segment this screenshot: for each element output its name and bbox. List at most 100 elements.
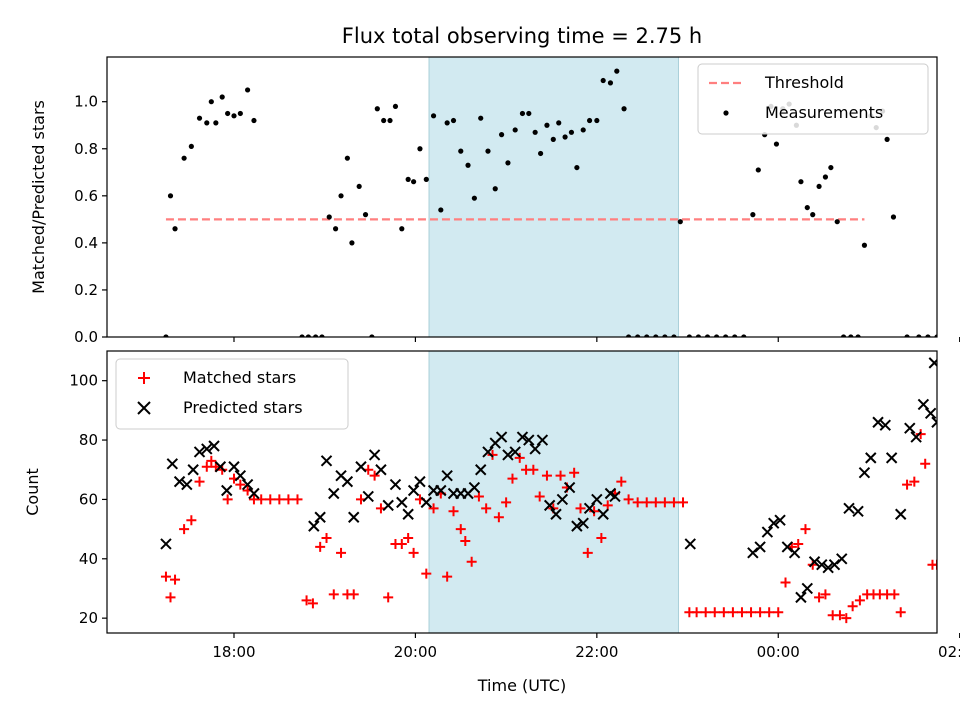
legend-label: Measurements (765, 103, 883, 122)
matched-star-marker (265, 494, 276, 505)
predicted-star-marker (556, 493, 569, 506)
matched-star-marker (736, 607, 747, 618)
predicted-star-marker (917, 398, 930, 411)
measurement-point (904, 334, 910, 337)
measurement-point (471, 195, 477, 201)
measurement-point (392, 103, 399, 110)
matched-star-marker (534, 491, 545, 502)
measurement-point (816, 183, 822, 190)
measurement-point (344, 155, 350, 161)
matched-star-marker (854, 595, 865, 606)
measurement-point (840, 334, 847, 337)
matched-star-marker (487, 449, 498, 460)
predicted-star-marker (201, 443, 213, 455)
predicted-star-marker (362, 490, 374, 503)
chart-title: Flux total observing time = 2.75 h (342, 24, 702, 48)
matched-star-marker (283, 494, 294, 505)
matched-star-marker (582, 547, 593, 558)
measurement-point (635, 334, 641, 337)
measurement-point (671, 334, 677, 337)
matched-star-marker (909, 476, 920, 487)
matched-star-marker (408, 547, 419, 558)
predicted-star-marker (904, 422, 916, 434)
predicted-star-marker (355, 461, 367, 473)
measurement-point (550, 136, 556, 142)
predicted-star-marker (314, 511, 326, 523)
count-panel: 2040608010018:0020:0022:0000:0002:0004:0… (69, 350, 960, 661)
measurement-point (305, 334, 311, 337)
measurement-point (204, 120, 210, 126)
matched-star-marker (569, 467, 580, 478)
measurement-point (338, 193, 344, 199)
x-axis-label: Time (UTC) (477, 676, 566, 695)
predicted-star-marker (885, 452, 898, 464)
measurement-point (219, 94, 225, 100)
matched-star-marker (709, 607, 720, 618)
measurement-point (677, 219, 683, 225)
measurement-point (374, 106, 380, 112)
predicted-star-marker (193, 446, 206, 458)
top-y-axis-label: Matched/Predicted stars (29, 100, 48, 294)
measurement-point (465, 162, 471, 168)
measurement-point (741, 334, 747, 337)
predicted-star-marker (852, 505, 864, 518)
predicted-star-marker (181, 478, 193, 491)
predicted-star-marker (550, 508, 562, 520)
matched-star-marker (920, 458, 931, 469)
y-tick-label: 40 (79, 550, 98, 568)
measurement-point (181, 155, 187, 161)
matched-star-marker (668, 497, 679, 508)
legend-box (115, 358, 349, 430)
predicted-star-marker (768, 517, 780, 529)
matched-star-marker (528, 464, 539, 475)
measurement-point (732, 334, 738, 337)
measurement-point (750, 212, 756, 218)
predicted-star-marker (910, 431, 922, 443)
y-tick-label: 0.8 (74, 140, 98, 158)
predicted-star-marker (774, 514, 786, 526)
predicted-star-marker (529, 443, 541, 455)
measurement-point (586, 117, 593, 124)
measurement-point (848, 334, 854, 337)
matched-star-marker (820, 589, 831, 600)
measurement-point (349, 240, 355, 246)
matched-star-marker (274, 494, 285, 505)
predicted-star-marker (583, 502, 596, 515)
measurement-point (861, 242, 868, 248)
measurement-point (526, 110, 532, 117)
predicted-star-marker (482, 446, 494, 458)
measurement-point (326, 214, 332, 220)
matched-star-marker (201, 461, 212, 472)
matched-star-marker (589, 506, 600, 517)
measurement-point (450, 117, 457, 124)
predicted-star-marker (402, 508, 414, 520)
predicted-star-marker (822, 561, 834, 574)
predicted-star-marker (407, 484, 420, 497)
legend-matched-swatch (138, 372, 150, 384)
measurement-point (662, 334, 668, 337)
predicted-star-marker (516, 431, 529, 443)
matched-star-marker (847, 601, 858, 612)
measurement-point (625, 334, 632, 337)
measurement-point (423, 176, 429, 182)
matched-star-marker (369, 470, 380, 481)
measurement-point (804, 204, 810, 211)
measurement-point (478, 115, 484, 121)
measurement-point (594, 117, 600, 124)
matched-star-marker (895, 607, 906, 618)
matched-star-marker (700, 607, 711, 618)
matched-star-marker (575, 503, 586, 514)
matched-star-marker (746, 607, 757, 618)
matched-star-marker (206, 455, 217, 466)
predicted-star-marker (375, 464, 387, 476)
measurement-point (556, 120, 562, 126)
measurement-point (916, 334, 922, 337)
measurement-point (537, 150, 544, 157)
matched-star-marker (321, 533, 332, 544)
measurement-point (544, 122, 550, 128)
predicted-star-marker (228, 461, 240, 473)
matched-star-marker (348, 589, 359, 600)
measurement-point (411, 179, 417, 185)
matched-star-marker (623, 494, 634, 505)
matched-star-marker (186, 515, 197, 526)
